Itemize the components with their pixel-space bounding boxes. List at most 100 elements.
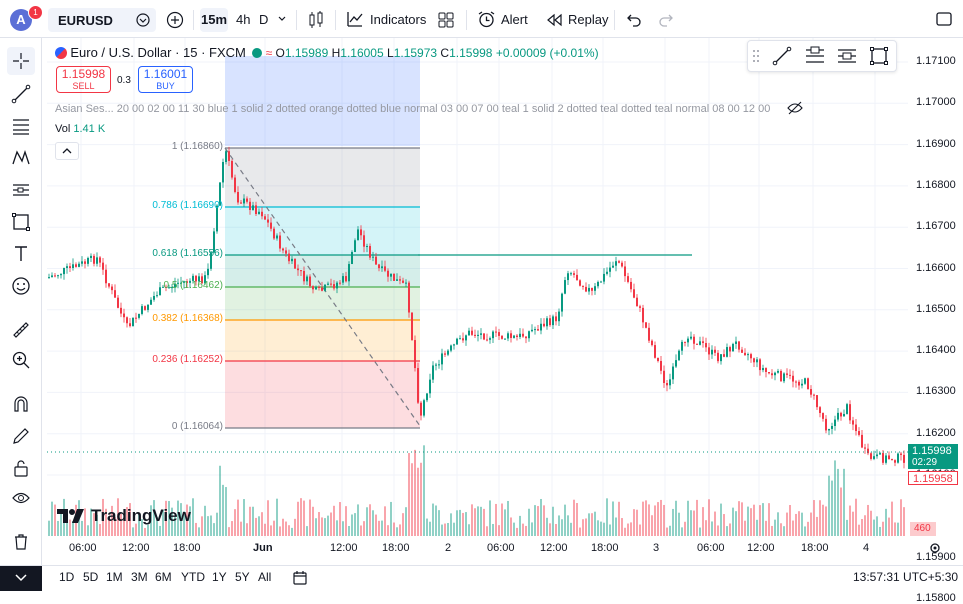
drag-handle-icon[interactable] [752,49,760,63]
alarm-clock-icon[interactable] [477,10,496,29]
lock-drawings-tool[interactable] [7,454,35,482]
volume-bar [246,523,248,536]
candle-body [81,261,83,264]
candlesticks [48,146,905,469]
volume-bar [678,512,680,536]
replay-button[interactable]: Replay [568,12,609,27]
interval-15m[interactable]: 15m [200,8,228,32]
candle-body [624,266,626,277]
undo-icon[interactable] [626,13,642,27]
watermark-text: TradingView [91,506,191,525]
volume-bar [852,511,854,536]
volume-bar [369,504,371,536]
volume-bar [858,524,860,536]
indicators-button[interactable]: Indicators [370,12,427,27]
clock-timezone[interactable]: 13:57:31 UTC+5:30 [853,570,959,584]
volume-bar [111,505,113,536]
indicators-icon[interactable] [346,10,364,28]
replay-rewind-icon[interactable] [546,13,562,27]
volume-bar [228,527,230,536]
price-chart[interactable] [47,38,908,538]
rectangle-shape-icon[interactable] [869,46,889,66]
fib-retracement-tool[interactable] [7,112,35,140]
volume-bar [783,526,785,536]
magnet-tool[interactable] [7,390,35,418]
sell-button[interactable]: 1.15998 SELL [56,66,111,93]
settings-gear-icon[interactable] [928,541,942,555]
long-position-icon[interactable] [804,46,826,66]
close-value: 1.15998 [449,46,493,60]
interval-d[interactable]: D [259,12,269,27]
candle-body [675,360,677,367]
trend-line-tool[interactable] [7,80,35,108]
fib-retracement[interactable] [225,147,420,429]
range-button-1m[interactable]: 1M [106,570,123,584]
redo-icon[interactable] [658,13,674,27]
layouts-grid-icon[interactable] [437,11,455,29]
range-button-5y[interactable]: 5Y [235,570,250,584]
candle-body [75,264,77,267]
alert-button[interactable]: Alert [501,12,528,27]
shapes-tool[interactable] [7,208,35,236]
time-tick-label: 18:00 [382,542,410,554]
range-button-all[interactable]: All [258,570,272,584]
volume-bar [294,518,296,536]
symbol-search[interactable]: EURUSD [48,8,156,32]
candle-body [264,216,266,220]
candle-body [540,323,542,331]
calendar-goto-icon[interactable] [292,570,308,586]
forecast-tool[interactable] [7,176,35,204]
volume-bar [90,508,92,536]
compare-add-icon[interactable] [166,11,184,29]
candle-body [273,228,275,239]
hide-drawings-tool[interactable] [7,484,35,512]
pattern-tool[interactable] [7,144,35,172]
volume-bar [693,510,695,536]
volume-bar [870,510,872,536]
session-indicator-legend[interactable]: Asian Ses... 20 00 02 00 11 30 blue 1 so… [55,103,771,115]
range-button-1d[interactable]: 1D [59,570,75,584]
measure-tool[interactable] [7,316,35,344]
separator [614,10,615,30]
range-button-5d[interactable]: 5D [83,570,99,584]
drawing-mode-tool[interactable] [7,422,35,450]
candle-body [117,297,119,308]
candle-body [321,287,323,291]
fib-trend-line[interactable] [224,147,421,427]
range-button-ytd[interactable]: YTD [181,570,205,584]
candles-chart-type-icon[interactable] [307,10,325,30]
crosshair-tool[interactable] [7,47,35,75]
volume-bar [795,513,797,536]
interval-4h[interactable]: 4h [236,12,251,27]
legend-title[interactable]: Euro / U.S. Dollar · 15 · FXCM [70,45,246,60]
range-button-3m[interactable]: 3M [131,570,148,584]
time-scale[interactable]: 06:00 12:00 18:00 Jun 12:00 18:00 2 06:00 12:00 1… [47,538,963,560]
volume-bar [894,522,896,536]
candle-body [174,283,176,288]
volume-bar [396,527,398,536]
fullscreen-window-icon[interactable] [935,11,953,27]
flag-icon [55,47,67,59]
short-position-icon[interactable] [836,46,858,66]
zoom-in-tool[interactable] [7,346,35,374]
user-avatar[interactable]: A [10,9,32,31]
candle-body [723,354,725,357]
chevron-down-icon[interactable] [277,15,287,23]
range-button-1y[interactable]: 1Y [212,570,227,584]
collapse-legend-button[interactable] [55,142,79,160]
volume-bar [699,527,701,536]
bottom-toolbar: 1D 5D 1M 3M 6M YTD 1Y 5Y All 13:57:31 UTC+5:30 [0,565,963,591]
sell-price: 1.15998 [61,67,106,81]
text-tool[interactable] [7,240,35,268]
eye-crossed-icon[interactable] [787,101,803,115]
trend-line-icon[interactable] [772,46,792,66]
range-button-6m[interactable]: 6M [155,570,172,584]
volume-bar [438,510,440,536]
icon-tool[interactable] [7,272,35,300]
buy-button[interactable]: 1.16001 BUY [138,66,193,93]
sidebar-toggle[interactable] [0,566,42,591]
candle-body [369,246,371,258]
volume-bar [219,465,221,536]
volume-bar [270,525,272,536]
remove-drawings-tool[interactable] [7,528,35,556]
